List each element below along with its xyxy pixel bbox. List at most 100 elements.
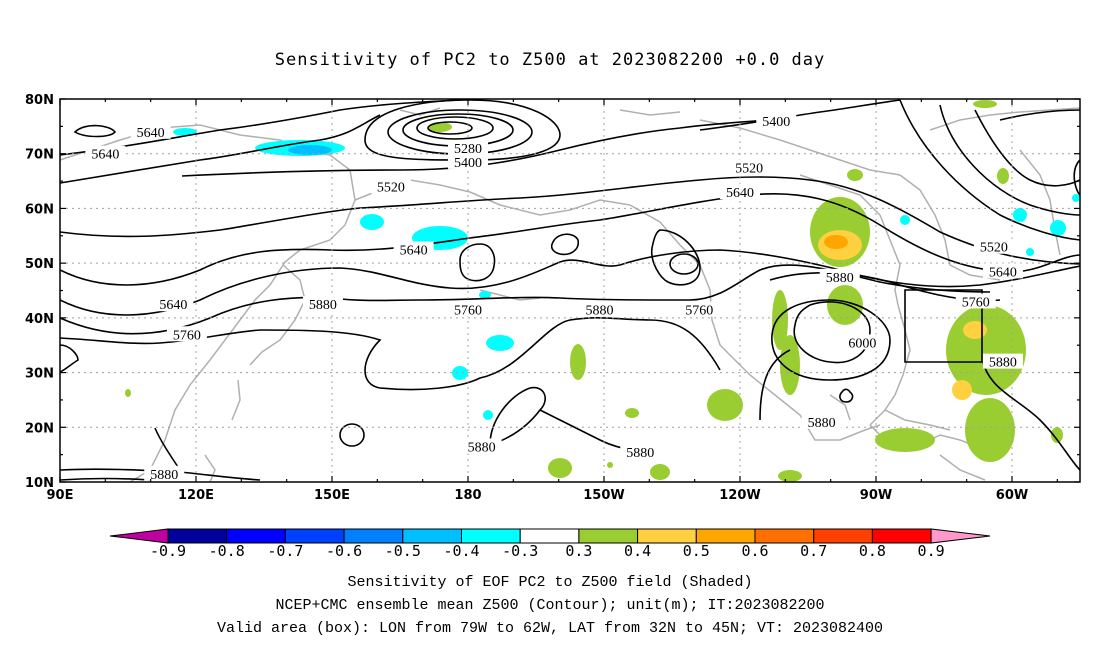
contour-label-bg (973, 238, 1014, 254)
colorbar-labels: -0.9 -0.8 -0.7 -0.6 -0.5 -0.4 -0.3 0.3 0.4 0.5 0.6… (150, 542, 945, 560)
contour-label: 5880 (808, 416, 836, 431)
colorbar-right-arrow (930, 528, 991, 544)
contour-label-bg (842, 334, 883, 350)
colorbar-value: -0.5 (385, 542, 421, 560)
contour-label-bg (679, 301, 720, 317)
colorbar-segment (226, 528, 286, 544)
colorbar-segment (813, 528, 873, 544)
contour-label-bg (166, 326, 207, 342)
contour-label-bg (370, 178, 411, 194)
contour-label: 5520 (980, 241, 1008, 256)
contour-label-bg (620, 443, 661, 459)
contour-label: 6000 (848, 336, 876, 351)
contour-label: 5760 (962, 295, 990, 310)
contour-label: 5400 (454, 156, 482, 171)
contour-label: 5640 (91, 148, 119, 163)
lon-label: 120E (178, 488, 214, 503)
colorbar-segment (461, 528, 521, 544)
colorbar-value: -0.7 (267, 542, 303, 560)
contour-label-bg (982, 263, 1023, 279)
contour-label: 5880 (626, 446, 654, 461)
graticule (60, 99, 1080, 482)
contour-label: 5880 (468, 440, 496, 455)
caption-line-2: NCEP+CMC ensemble mean Z500 (Contour); u… (275, 597, 825, 614)
colorbar-value: -0.8 (209, 542, 245, 560)
contour-label: 5280 (454, 142, 482, 157)
colorbar-value: -0.3 (502, 542, 538, 560)
lat-label: 10N (25, 476, 54, 491)
lat-label: 40N (25, 312, 54, 327)
lat-label: 80N (25, 93, 54, 108)
colorbar (109, 528, 991, 544)
colorbar-value: 0.9 (918, 542, 945, 560)
lon-label: 90W (860, 488, 892, 503)
colorbar-value: 0.4 (624, 542, 651, 560)
colorbar-segment (284, 528, 345, 544)
colorbar-value: -0.6 (326, 542, 362, 560)
contour-label: 5880 (309, 298, 337, 313)
contour-label: 5640 (400, 243, 428, 258)
colorbar-segment (695, 528, 756, 544)
colorbar-segment (167, 528, 228, 544)
contour-label: 5760 (173, 328, 201, 343)
contour-label: 5520 (377, 181, 405, 196)
map-title: Sensitivity of PC2 to Z500 at 2023082200… (274, 50, 826, 70)
contour-label-bg (448, 301, 488, 317)
colorbar-segment (637, 528, 697, 544)
contour-label: 5640 (159, 298, 187, 313)
contour-label-bg (130, 123, 171, 139)
axis-ticks (59, 98, 1080, 483)
contour-label: 5880 (150, 468, 178, 483)
contour-label: 5640 (137, 126, 165, 141)
colorbar-segment (871, 528, 932, 544)
contour-label: 5400 (762, 115, 790, 130)
colorbar-segment (754, 528, 815, 544)
contour-label-bg (393, 241, 434, 257)
lon-label: 60W (996, 488, 1028, 503)
latitude-labels: 80N 70N 60N 50N 40N 30N 20N 10N (25, 93, 54, 491)
caption-line-1: Sensitivity of EOF PC2 to Z500 field (Sh… (347, 574, 753, 591)
contour-label: 5880 (826, 271, 854, 286)
contour-label-bg (448, 140, 488, 156)
colorbar-left-arrow (109, 528, 169, 544)
contour-label: 5640 (989, 265, 1017, 280)
contour-label-bg (955, 293, 996, 309)
colorbar-segment (519, 528, 580, 544)
lon-label: 120W (719, 488, 760, 503)
contour-label: 5640 (726, 186, 754, 201)
colorbar-value: -0.9 (150, 542, 186, 560)
caption-line-3: Valid area (box): LON from 79W to 62W, L… (216, 620, 884, 637)
lat-label: 20N (25, 421, 54, 436)
contour-label-bg (720, 184, 760, 200)
colorbar-value: 0.3 (565, 542, 592, 560)
contour-label-bg (153, 296, 194, 312)
contour-label-bg (801, 413, 842, 429)
contour-label-bg (144, 465, 185, 481)
lon-label: 150W (583, 488, 624, 503)
colorbar-segment (578, 528, 639, 544)
contour-label: 5760 (454, 304, 482, 319)
contour-label: 5520 (735, 161, 763, 176)
contour-label-bg (729, 159, 770, 175)
contour-label: 5760 (685, 304, 713, 319)
lat-label: 60N (25, 202, 54, 217)
contour-label-bg (819, 268, 860, 284)
lon-label: 90E (47, 488, 74, 503)
contour-label: 5880 (585, 304, 613, 319)
contour-label-bg (982, 353, 1023, 369)
lat-label: 70N (25, 148, 54, 163)
lon-label: 180 (454, 488, 481, 503)
lon-label: 150E (314, 488, 350, 503)
contour-label-bg (448, 153, 488, 169)
colorbar-segment (402, 528, 462, 544)
lat-label: 50N (25, 257, 54, 272)
contour-label-bg (302, 296, 343, 312)
contour-label-bg (579, 301, 620, 317)
contour-label-bg (756, 112, 797, 128)
colorbar-value: 0.8 (859, 542, 886, 560)
colorbar-value: 0.5 (683, 542, 710, 560)
colorbar-segment (343, 528, 404, 544)
colorbar-value: 0.6 (741, 542, 768, 560)
